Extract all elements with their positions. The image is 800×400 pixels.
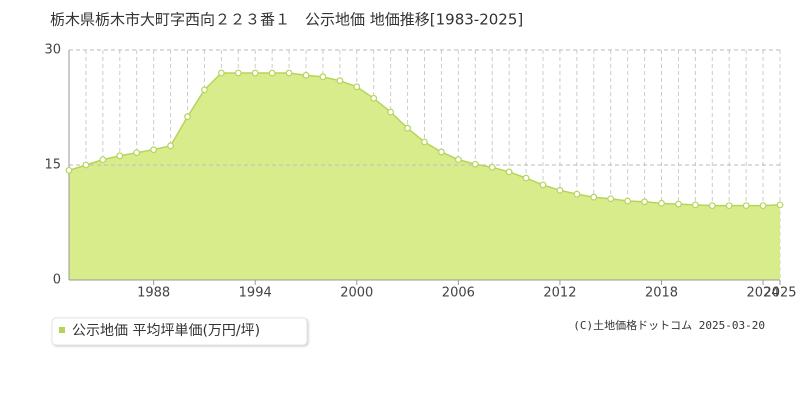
point bbox=[387, 108, 395, 116]
y-tick-label: 15 bbox=[44, 158, 61, 173]
x-tick-label: 2024 bbox=[747, 286, 780, 301]
point bbox=[624, 197, 632, 205]
y-tick-label: 0 bbox=[53, 273, 61, 288]
point bbox=[184, 113, 191, 121]
point bbox=[285, 69, 293, 77]
point bbox=[725, 202, 733, 210]
point bbox=[573, 190, 581, 198]
legend-label: 公示地価 平均坪単価(万円/坪) bbox=[72, 323, 260, 339]
point bbox=[641, 198, 648, 206]
point bbox=[133, 149, 141, 157]
point bbox=[251, 69, 259, 77]
point bbox=[675, 200, 682, 208]
x-tick-label: 2012 bbox=[543, 286, 576, 301]
y-tick-label: 30 bbox=[44, 43, 61, 58]
point bbox=[539, 181, 547, 189]
x-tick-label: 2000 bbox=[340, 286, 373, 301]
chart-title: 栃木県栃木市大町字西向２２３番１ 公示地価 地価推移[1983-2025] bbox=[50, 11, 523, 29]
point bbox=[201, 86, 208, 94]
point bbox=[99, 156, 107, 164]
point bbox=[691, 201, 699, 209]
area bbox=[69, 73, 780, 280]
point bbox=[742, 202, 750, 210]
point bbox=[82, 161, 90, 169]
point bbox=[234, 69, 242, 77]
point bbox=[759, 202, 767, 210]
point bbox=[590, 193, 598, 201]
point bbox=[268, 69, 276, 77]
point bbox=[116, 152, 124, 160]
point bbox=[370, 94, 378, 102]
copyright: (C)土地価格ドットコム 2025-03-20 bbox=[573, 318, 765, 332]
point bbox=[421, 138, 428, 146]
x-tick-label: 2006 bbox=[442, 286, 475, 301]
point bbox=[505, 168, 513, 176]
point bbox=[522, 174, 530, 182]
x-tick-label: 2018 bbox=[645, 286, 678, 301]
point bbox=[438, 148, 445, 156]
point bbox=[167, 142, 174, 150]
point bbox=[454, 156, 462, 164]
x-tick-label: 2025 bbox=[763, 286, 796, 301]
point bbox=[319, 73, 327, 81]
point bbox=[353, 83, 361, 91]
legend-swatch bbox=[59, 327, 65, 333]
point bbox=[65, 166, 73, 174]
point bbox=[776, 201, 784, 209]
x-tick-label: 1994 bbox=[239, 286, 272, 301]
point bbox=[471, 160, 479, 168]
point bbox=[150, 146, 158, 154]
point bbox=[336, 77, 344, 85]
point bbox=[488, 163, 496, 171]
point bbox=[556, 186, 564, 194]
point bbox=[607, 195, 615, 203]
point bbox=[217, 69, 225, 77]
legend-box bbox=[51, 317, 308, 346]
point bbox=[708, 202, 716, 210]
x-tick-label: 1988 bbox=[137, 286, 170, 301]
point bbox=[302, 71, 310, 79]
point bbox=[404, 124, 411, 132]
point bbox=[658, 199, 665, 207]
